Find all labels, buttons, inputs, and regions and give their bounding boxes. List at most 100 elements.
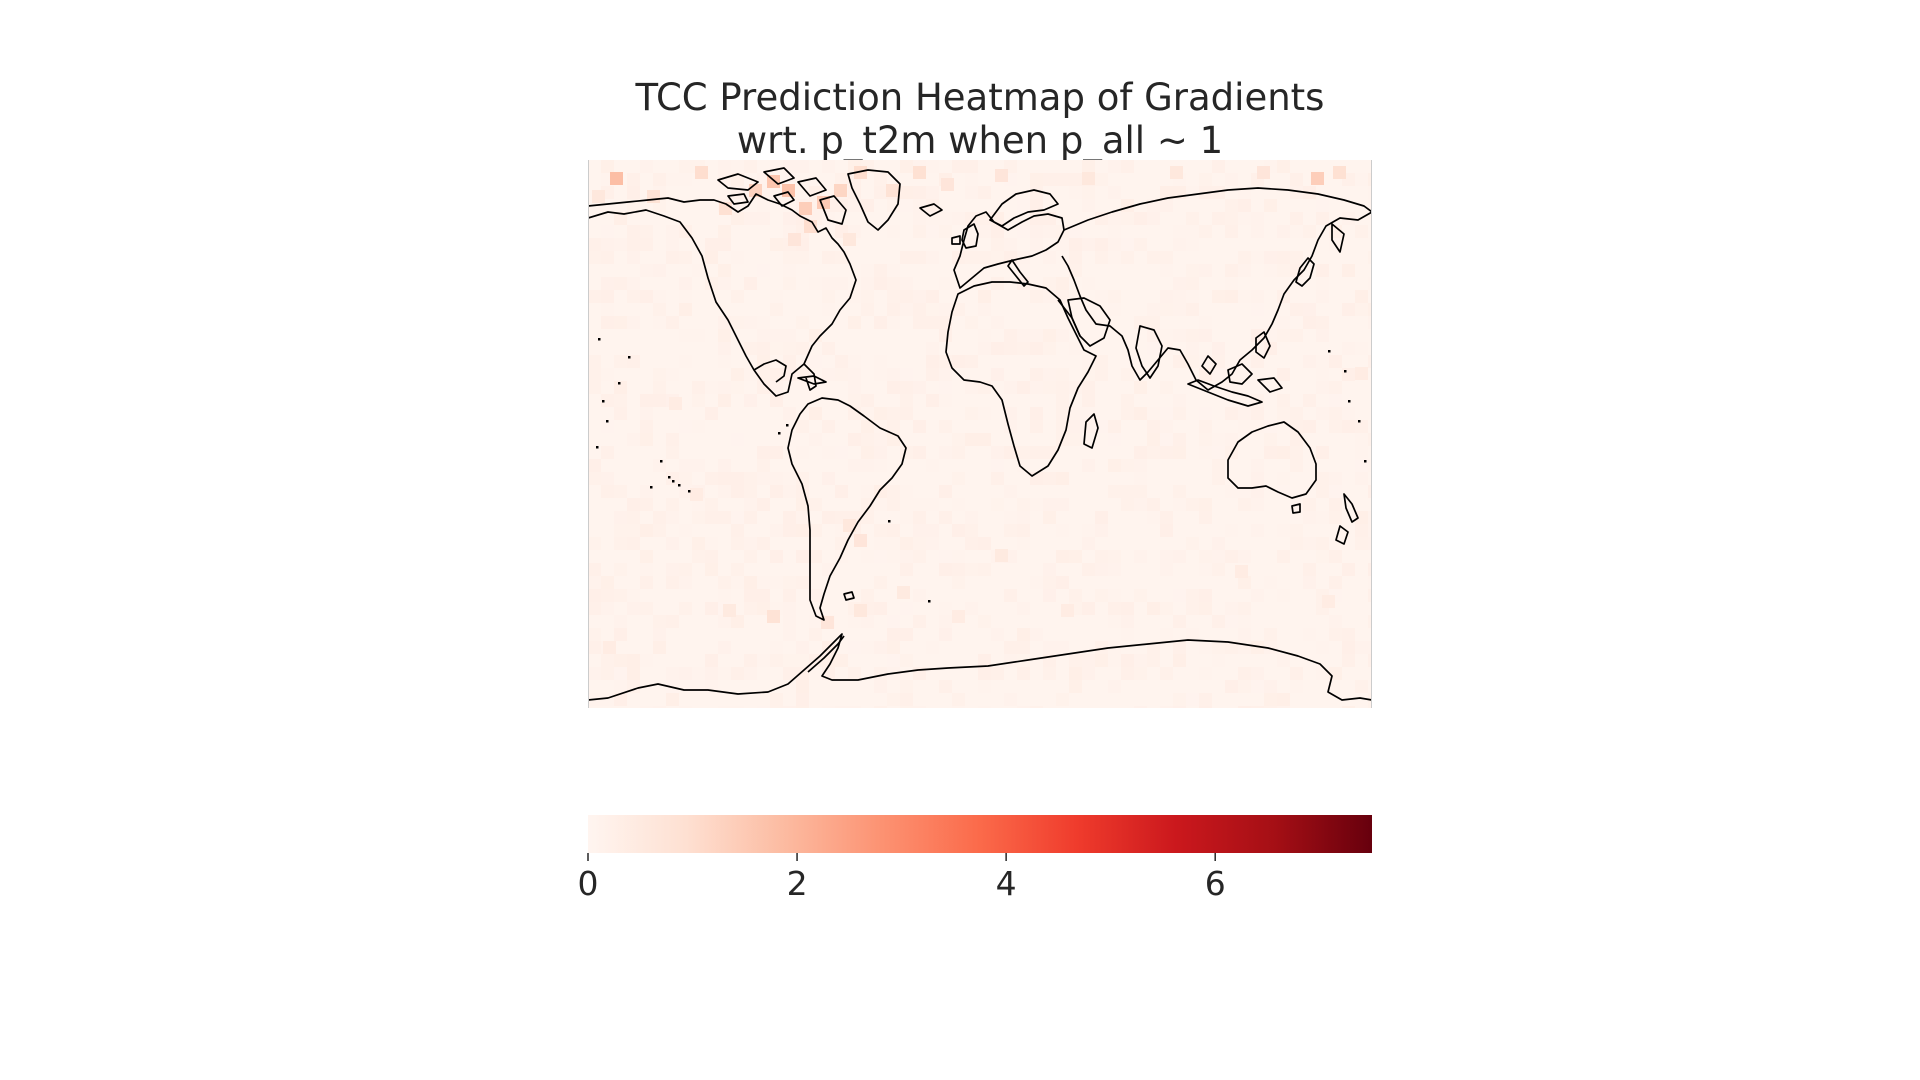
heatmap-cell [978,667,991,680]
heatmap-cell [731,472,744,485]
heatmap-cell [1173,238,1186,251]
heatmap-cell [1082,667,1095,680]
heatmap-cell [887,641,900,654]
island-speck [928,600,931,603]
title-line-1: TCC Prediction Heatmap of Gradients [635,76,1325,119]
heatmap-cell [1030,420,1043,433]
heatmap-cell [627,524,640,537]
heatmap-cell [783,472,796,485]
heatmap-cell [1160,706,1173,708]
heatmap-cell [1225,524,1238,537]
heatmap-cell [1277,329,1290,342]
heatmap-cell [1108,680,1121,693]
heatmap-cell [822,342,835,355]
heatmap-cell [1121,407,1134,420]
heatmap-cell [1368,576,1372,589]
heatmap-cell [679,472,692,485]
heatmap-cell [965,407,978,420]
heatmap-cell [601,602,614,615]
heatmap-cell [965,316,978,329]
heatmap-cell [1108,186,1121,199]
heatmap-cell [783,160,796,173]
heatmap-cell [1004,706,1017,708]
heatmap-cell [900,277,913,290]
heatmap-cell [614,212,627,225]
heatmap-cell [705,667,718,680]
heatmap-cell [1277,485,1290,498]
heatmap-cell [1121,394,1134,407]
heatmap-cell [718,589,731,602]
heatmap-cell [601,160,614,173]
heatmap-cell [1303,355,1316,368]
heatmap-cell [1030,173,1043,186]
coastline-south-america [787,397,907,621]
heatmap-cell [900,485,913,498]
heatmap-cell [692,511,705,524]
heatmap-cell [1030,576,1043,589]
coastline-mexico-gulf [753,359,787,383]
heatmap-cell [861,433,874,446]
heatmap-cell [822,368,835,381]
heatmap-cell [783,628,796,641]
heatmap-cell [1004,641,1017,654]
heatmap-cell [809,355,822,368]
heatmap-cell [770,706,783,708]
heatmap-cell [770,628,783,641]
heatmap-cell [1160,290,1173,303]
heatmap-cell-highlight [690,488,703,501]
heatmap-cell [835,446,848,459]
heatmap-cell [1004,485,1017,498]
heatmap-cell [627,498,640,511]
heatmap-cell [887,615,900,628]
heatmap-cell [848,368,861,381]
coastline-florida [803,363,817,391]
heatmap-cell [1173,355,1186,368]
heatmap-cell [653,641,666,654]
heatmap-cell-highlight [782,184,795,197]
heatmap-cell [1134,628,1147,641]
heatmap-cell [1251,680,1264,693]
heatmap-cell [783,212,796,225]
heatmap-cell [1043,446,1056,459]
heatmap-cell [1004,381,1017,394]
heatmap-cell [783,524,796,537]
heatmap-cell [1186,667,1199,680]
heatmap-cell [627,173,640,186]
heatmap-cell [1199,693,1212,706]
heatmap-cell [640,433,653,446]
heatmap-cell [1121,238,1134,251]
heatmap-cell [1004,524,1017,537]
title-line-2: wrt. p_t2m when p_all ~ 1 [736,119,1224,162]
heatmap-cell [679,524,692,537]
heatmap-cell-highlight [1061,604,1074,617]
heatmap-cell [874,602,887,615]
heatmap-cell [913,303,926,316]
heatmap-cell [939,628,952,641]
heatmap-cell [1108,303,1121,316]
heatmap-cell [1199,407,1212,420]
heatmap-cell [1173,576,1186,589]
heatmap-cell [718,160,731,173]
heatmap-cell [900,680,913,693]
heatmap-cell [1147,303,1160,316]
heatmap-cell [1017,667,1030,680]
heatmap-cell [900,693,913,706]
heatmap-cell [1277,524,1290,537]
heatmap-cell [1069,654,1082,667]
heatmap-cell [653,459,666,472]
heatmap-cell [900,537,913,550]
heatmap-cell [796,420,809,433]
heatmap-cell [757,355,770,368]
heatmap-cell [1251,420,1264,433]
heatmap-cell [601,251,614,264]
heatmap-cell [1199,563,1212,576]
heatmap-cell [718,264,731,277]
heatmap-cell [1108,589,1121,602]
heatmap-cell [900,550,913,563]
heatmap-cell [1251,524,1264,537]
heatmap-cell [887,550,900,563]
heatmap-cell [1368,199,1372,212]
heatmap-cell [1238,550,1251,563]
heatmap-cell [1186,602,1199,615]
heatmap-cell [744,277,757,290]
